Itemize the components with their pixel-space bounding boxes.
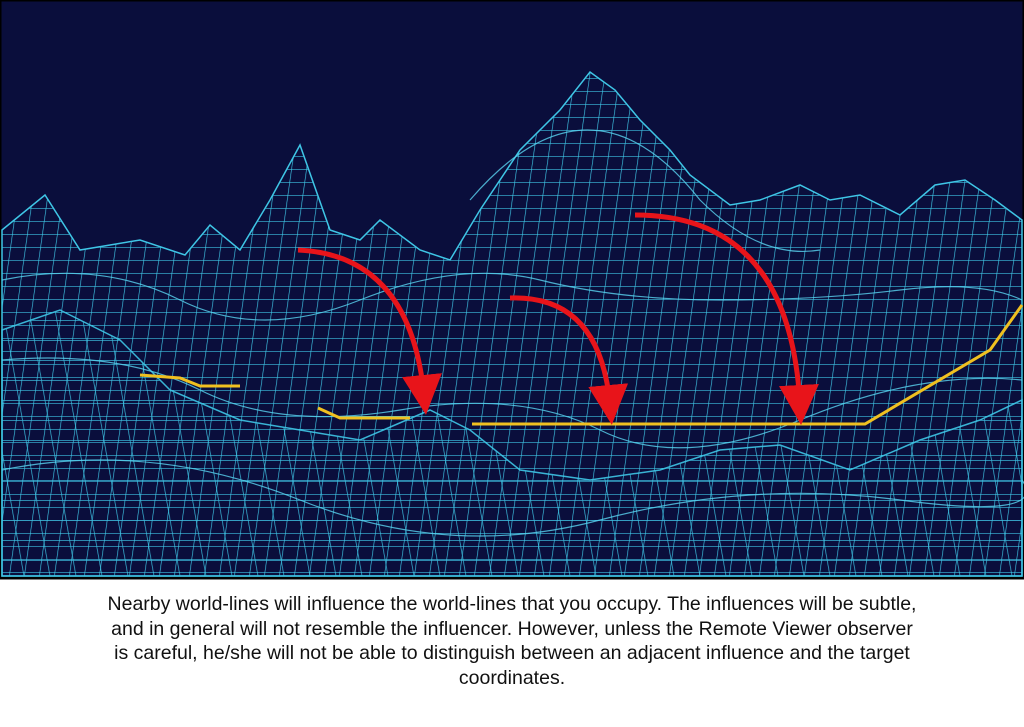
- caption: Nearby world-lines will influence the wo…: [0, 592, 1024, 690]
- terrain-illustration: [0, 0, 1024, 580]
- caption-line: and in general will not resemble the inf…: [111, 617, 913, 640]
- ridge-lines: [1, 129, 1024, 537]
- caption-line: Nearby world-lines will influence the wo…: [107, 593, 917, 615]
- influence-arrows: [297, 212, 819, 425]
- foreground-hills: [1, 309, 1023, 577]
- world-lines: [139, 304, 1024, 426]
- caption-line: is careful, he/she will not be able to d…: [114, 642, 910, 664]
- caption-line: coordinates.: [458, 666, 566, 689]
